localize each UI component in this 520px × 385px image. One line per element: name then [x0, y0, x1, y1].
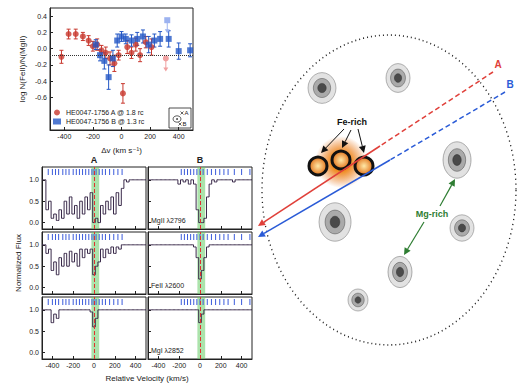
svg-text:1.0: 1.0 [29, 176, 39, 183]
svg-text:Normalized Flux: Normalized Flux [14, 234, 23, 292]
svg-text:-0.6: -0.6 [35, 94, 47, 101]
svg-text:FeII λ2600: FeII λ2600 [151, 282, 184, 289]
svg-text:Mg-rich: Mg-rich [416, 209, 449, 219]
svg-text:MgI λ2852: MgI λ2852 [151, 347, 184, 355]
svg-text:MgII λ2796: MgII λ2796 [151, 217, 186, 225]
svg-text:0.5: 0.5 [29, 328, 39, 335]
svg-text:-400: -400 [45, 362, 59, 369]
svg-text:B: B [183, 121, 187, 127]
svg-text:-0.4: -0.4 [35, 78, 47, 85]
svg-text:0.0: 0.0 [29, 349, 39, 356]
svg-text:-200: -200 [66, 362, 80, 369]
svg-text:A: A [494, 59, 501, 70]
svg-text:-200: -200 [172, 362, 186, 369]
svg-text:-400: -400 [57, 133, 71, 140]
svg-text:1.0: 1.0 [29, 241, 39, 248]
svg-text:HE0047-1756 B @ 1.3 rc: HE0047-1756 B @ 1.3 rc [66, 118, 145, 125]
svg-text:0: 0 [120, 133, 124, 140]
svg-text:0.2: 0.2 [37, 29, 47, 36]
svg-text:-400: -400 [151, 362, 165, 369]
svg-text:400: 400 [130, 362, 142, 369]
svg-text:B: B [506, 79, 513, 90]
svg-text:Δv (km s⁻¹): Δv (km s⁻¹) [101, 146, 142, 155]
svg-text:A: A [91, 155, 98, 165]
svg-text:-200: -200 [86, 133, 100, 140]
svg-text:0: 0 [198, 362, 202, 369]
svg-text:0: 0 [92, 362, 96, 369]
svg-text:Fe-rich: Fe-rich [337, 117, 367, 127]
svg-text:200: 200 [109, 362, 121, 369]
svg-text:200: 200 [144, 133, 156, 140]
svg-text:-0.2: -0.2 [35, 61, 47, 68]
svg-text:0.4: 0.4 [37, 13, 47, 20]
svg-text:Relative Velocity (km/s): Relative Velocity (km/s) [105, 374, 188, 383]
svg-text:400: 400 [236, 362, 248, 369]
svg-text:0.0: 0.0 [29, 219, 39, 226]
svg-text:HE0047-1756 A @ 1.8 rc: HE0047-1756 A @ 1.8 rc [66, 109, 144, 116]
svg-text:0.5: 0.5 [29, 263, 39, 270]
svg-text:0.5: 0.5 [29, 198, 39, 205]
svg-text:0.0: 0.0 [29, 284, 39, 291]
svg-text:200: 200 [215, 362, 227, 369]
svg-text:400: 400 [173, 133, 185, 140]
svg-text:log N(FeII)/N(MgII): log N(FeII)/N(MgII) [18, 35, 27, 102]
svg-text:1.0: 1.0 [29, 306, 39, 313]
svg-text:B: B [197, 155, 204, 165]
svg-text:0.0: 0.0 [37, 45, 47, 52]
svg-text:A: A [185, 110, 189, 116]
